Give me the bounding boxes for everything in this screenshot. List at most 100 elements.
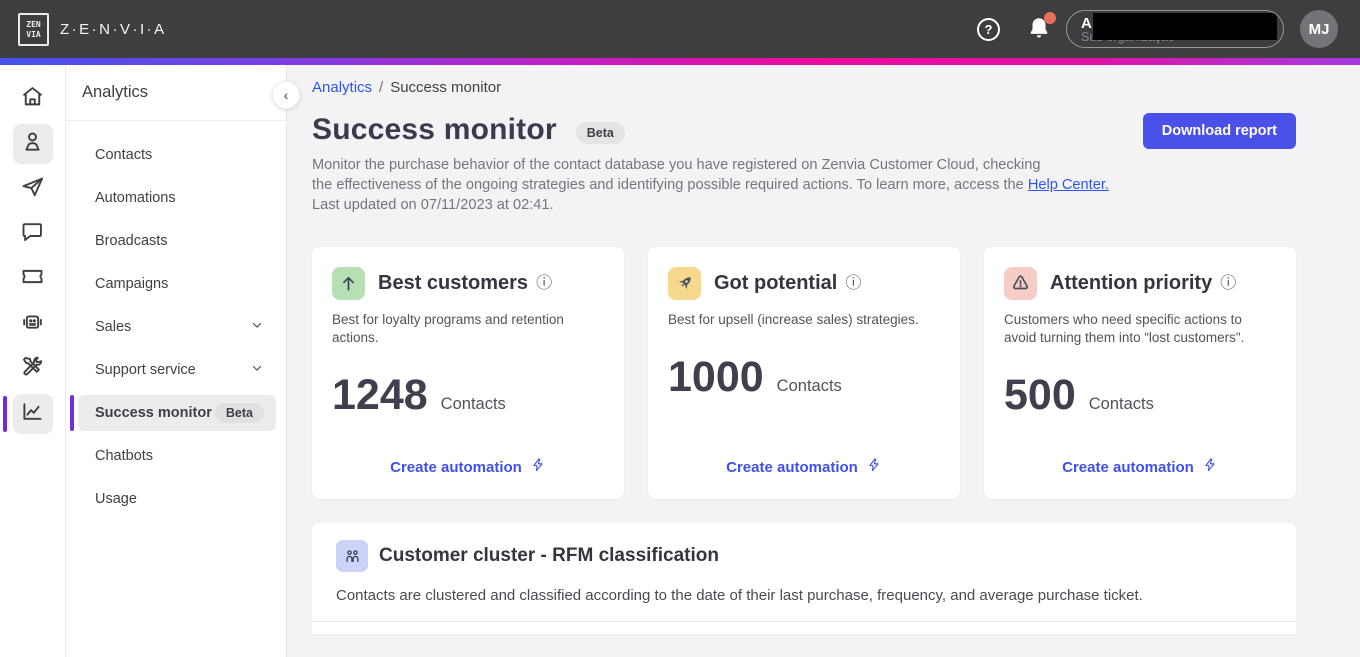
attention-priority-card: Attention priority ⓘ Customers who need … (984, 247, 1296, 499)
zenvia-logo: ZEN VIA Z·E·N·V·I·A (18, 12, 167, 46)
logo-glyph-bottom: VIA (26, 29, 41, 39)
create-automation-link[interactable]: Create automation (726, 457, 882, 483)
logo-glyph-top: ZEN (26, 19, 41, 29)
lightning-bolt-icon (1202, 457, 1218, 477)
sidebar-item-success-monitor[interactable]: Success monitor Beta (70, 395, 276, 431)
sidebar-item-chatbots[interactable]: Chatbots (78, 438, 276, 474)
sidebar-nav: Contacts Automations Broadcasts Campaign… (66, 121, 286, 517)
sidebar-item-label: Campaigns (95, 276, 169, 292)
sidebar-item-label: Support service (95, 362, 196, 378)
sidebar-item-label: Chatbots (95, 448, 154, 464)
sidebar-collapse-button[interactable]: ‹ (272, 81, 300, 109)
main-content: Analytics / Success monitor Success moni… (287, 65, 1360, 657)
create-automation-link[interactable]: Create automation (1062, 457, 1218, 483)
breadcrumb-analytics-link[interactable]: Analytics (312, 79, 373, 96)
home-icon (19, 83, 46, 115)
chevron-down-icon (250, 318, 264, 336)
rail-item-chatbots[interactable] (13, 304, 53, 344)
sidebar-item-label: Automations (95, 190, 176, 206)
contacts-count: 1000 (668, 353, 764, 401)
info-icon[interactable]: ⓘ (845, 274, 862, 292)
contacts-count: 1248 (332, 371, 428, 419)
info-icon[interactable]: ⓘ (1220, 274, 1237, 292)
warning-triangle-icon (1004, 267, 1037, 300)
rail-item-tools[interactable] (13, 349, 53, 389)
arrow-up-icon (332, 267, 365, 300)
breadcrumb-separator: / (379, 79, 384, 96)
notifications-bell-icon[interactable] (1026, 12, 1056, 43)
rail-item-broadcasts[interactable] (13, 169, 53, 209)
section-divider (312, 621, 1296, 622)
sidebar-item-label: Success monitor (95, 405, 212, 421)
notification-dot (1044, 12, 1056, 24)
sidebar-item-contacts[interactable]: Contacts (78, 137, 276, 173)
card-description: Customers who need specific actions to a… (1004, 312, 1245, 345)
brand-gradient-bar (0, 58, 1360, 65)
chevron-down-icon (250, 361, 264, 379)
chat-bubble-icon (19, 218, 46, 250)
sidebar-item-label: Usage (95, 491, 137, 507)
rail-item-contacts[interactable] (12, 124, 53, 164)
header-actions: ? A Sub organização MJ (977, 10, 1338, 48)
sidebar-item-automations[interactable]: Automations (78, 180, 276, 216)
top-header: ZEN VIA Z·E·N·V·I·A ? A Sub organização … (0, 0, 1360, 58)
organization-selector[interactable]: A Sub organização (1066, 10, 1284, 48)
card-description: Best for upsell (increase sales) strateg… (668, 312, 919, 327)
page-beta-badge: Beta (575, 122, 625, 144)
rail-item-analytics[interactable] (2, 394, 53, 434)
rocket-icon (668, 267, 701, 300)
rail-item-conversations[interactable] (13, 214, 53, 254)
line-chart-icon (19, 398, 46, 430)
create-automation-label: Create automation (390, 458, 522, 476)
breadcrumb: Analytics / Success monitor (312, 79, 1296, 96)
zenvia-logo-icon: ZEN VIA (18, 12, 49, 46)
description-line-2: the effectiveness of the ongoing strateg… (312, 177, 1024, 193)
card-title: Got potential (714, 272, 838, 294)
last-updated-text: Last updated on 07/11/2023 at 02:41. (312, 197, 554, 213)
sidebar-item-label: Contacts (95, 147, 153, 163)
cluster-section-title: Customer cluster - RFM classification (379, 545, 719, 566)
zenvia-logo-text: Z·E·N·V·I·A (60, 20, 167, 38)
best-customers-card: Best customers ⓘ Best for loyalty progra… (312, 247, 624, 499)
download-report-button[interactable]: Download report (1142, 113, 1296, 149)
create-automation-link[interactable]: Create automation (390, 457, 546, 483)
ticket-icon (19, 263, 46, 295)
card-description: Best for loyalty programs and retention … (332, 312, 564, 345)
tools-icon (19, 353, 46, 385)
contacts-unit-label: Contacts (440, 395, 506, 413)
description-line-1: Monitor the purchase behavior of the con… (312, 157, 1041, 173)
info-icon[interactable]: ⓘ (536, 274, 553, 292)
lightning-bolt-icon (866, 457, 882, 477)
page-description: Monitor the purchase behavior of the con… (312, 155, 1296, 215)
help-icon[interactable]: ? (977, 17, 1000, 41)
lightning-bolt-icon (530, 457, 546, 477)
user-avatar[interactable]: MJ (1300, 10, 1338, 48)
chevron-left-icon: ‹ (283, 87, 289, 103)
create-automation-label: Create automation (726, 458, 858, 476)
sidebar-item-support-service[interactable]: Support service (78, 352, 276, 388)
person-icon (19, 128, 46, 160)
sidebar-item-broadcasts[interactable]: Broadcasts (78, 223, 276, 259)
rail-item-sales[interactable] (13, 259, 53, 299)
rail-item-home[interactable] (13, 79, 53, 119)
contacts-count: 500 (1004, 371, 1076, 419)
customer-cluster-section: Customer cluster - RFM classification Co… (312, 523, 1296, 634)
organization-name: A (1081, 15, 1092, 32)
card-title: Attention priority (1050, 272, 1213, 294)
sidebar-item-usage[interactable]: Usage (78, 481, 276, 517)
robot-icon (19, 308, 46, 340)
analytics-sidebar: Analytics ‹ Contacts Automations Broadca… (66, 65, 300, 657)
beta-badge: Beta (214, 403, 264, 423)
people-icon (336, 540, 368, 572)
segment-cards: Best customers ⓘ Best for loyalty progra… (312, 247, 1296, 499)
redacted-org-name (1093, 13, 1277, 40)
send-icon (19, 173, 46, 205)
sidebar-item-label: Sales (95, 319, 132, 335)
sidebar-item-sales[interactable]: Sales (78, 309, 276, 345)
breadcrumb-current: Success monitor (390, 79, 502, 96)
contacts-unit-label: Contacts (1088, 395, 1154, 413)
sidebar-item-campaigns[interactable]: Campaigns (78, 266, 276, 302)
help-center-link[interactable]: Help Center. (1027, 177, 1109, 193)
sidebar-item-label: Broadcasts (95, 233, 168, 249)
